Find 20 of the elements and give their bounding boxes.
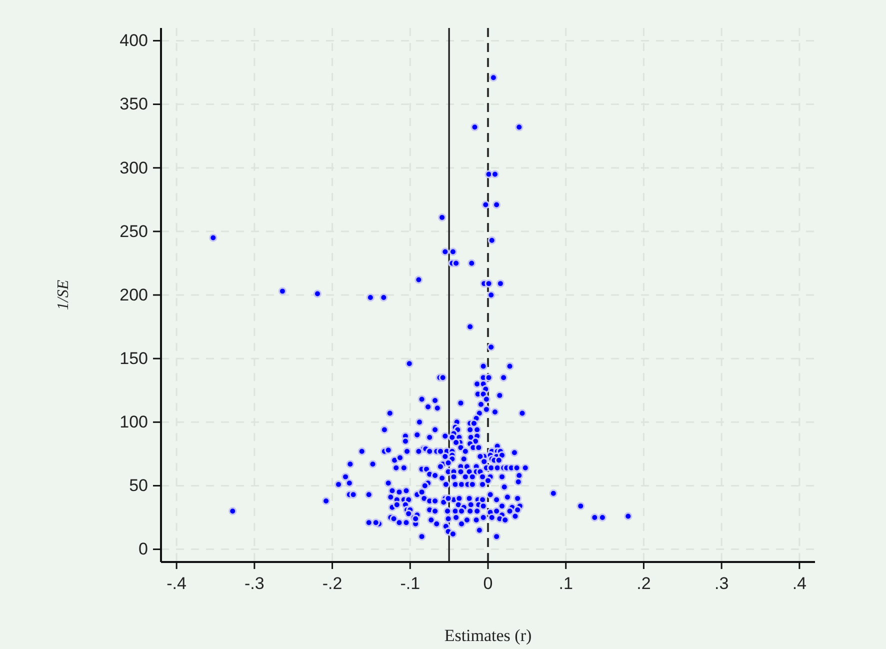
x-tick-label: .4 (792, 574, 807, 594)
y-tick-label: 350 (120, 94, 148, 114)
x-tick-label: .2 (636, 574, 651, 594)
x-tick-label: .1 (558, 574, 573, 594)
x-tick-label: 0 (483, 574, 493, 594)
y-tick-label: 400 (120, 31, 148, 50)
y-tick-label: 100 (120, 412, 148, 432)
y-axis-title: 1/SE (55, 280, 72, 310)
y-tick-label: 150 (120, 349, 148, 368)
y-tick-label: 0 (138, 540, 148, 559)
y-tick-label: 250 (120, 222, 148, 241)
x-tick-label: -.3 (244, 574, 264, 594)
y-tick-label: 50 (129, 476, 148, 496)
x-tick-label: -.1 (400, 574, 420, 594)
y-tick-label: 300 (120, 158, 148, 178)
x-tick-label: -.2 (322, 574, 342, 594)
x-tick-label: .3 (714, 574, 729, 594)
x-axis-title: Estimates (r) (444, 626, 532, 645)
x-tick-label: -.4 (166, 574, 186, 594)
y-tick-label: 200 (120, 285, 148, 304)
